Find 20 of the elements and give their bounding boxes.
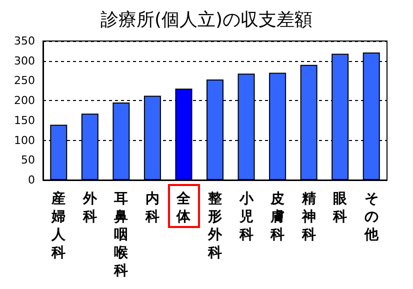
y-tick-label: 0 xyxy=(28,174,35,186)
x-tick-label: 全体 xyxy=(176,191,192,225)
y-tick-label: 250 xyxy=(14,74,35,88)
y-tick-label: 100 xyxy=(14,134,35,147)
y-tick-label: 50 xyxy=(21,154,35,167)
y-tick-label: 200 xyxy=(14,94,35,108)
x-tick-label: 内科 xyxy=(144,191,160,225)
x-tick-label: 耳鼻咽喉科 xyxy=(113,191,130,279)
y-tick-label: 150 xyxy=(14,114,35,127)
y-tick-label: 350 xyxy=(14,34,35,48)
x-tick-label: 眼科 xyxy=(332,191,348,225)
x-tick-label: 精神科 xyxy=(300,191,316,243)
x-tick-label: 小児科 xyxy=(238,191,254,243)
chart-title: 診療所(個人立)の収支差額 xyxy=(100,10,313,30)
x-tick-label: 外科 xyxy=(82,191,98,225)
x-tick-label: 整形外科 xyxy=(207,191,223,261)
y-tick-label: 300 xyxy=(14,54,35,68)
x-tick-label: 皮膚科 xyxy=(270,191,285,243)
x-tick-label: 産婦人科 xyxy=(50,190,67,261)
x-tick-label: その他 xyxy=(363,191,380,243)
